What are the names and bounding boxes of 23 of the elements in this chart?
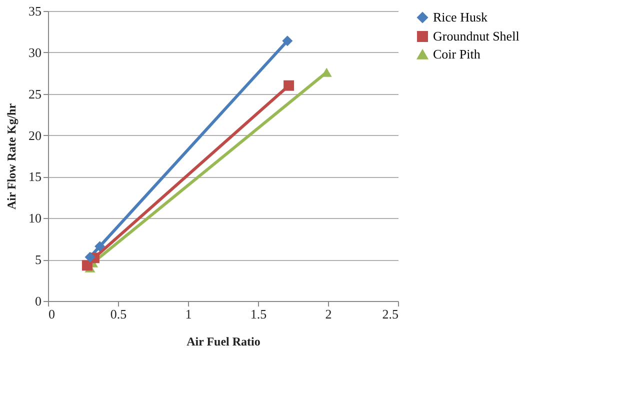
y-tick-label: 10: [28, 210, 42, 226]
y-tick-label: 5: [35, 252, 42, 268]
x-tick-label: 2: [325, 306, 332, 322]
point: [284, 80, 294, 91]
x-tick-label: 2.5: [382, 306, 398, 322]
x-tick-label: 1.5: [250, 306, 267, 322]
y-tick-label: 30: [28, 44, 42, 60]
x-axis-title: Air Fuel Ratio: [186, 334, 260, 348]
point: [94, 241, 106, 252]
legend-label: Groundnut Shell: [433, 28, 520, 44]
x-tick-label: 1: [185, 306, 192, 322]
y-tick-label: 25: [28, 86, 42, 102]
x-tick-label: 0.5: [110, 306, 127, 322]
y-axis-title: Air Flow Rate Kg/hr: [4, 102, 18, 210]
y-tick-label: 20: [28, 128, 42, 143]
legend-label: Rice Husk: [433, 10, 488, 24]
x-tick-label: 0: [48, 306, 55, 322]
point: [84, 252, 96, 262]
point: [282, 36, 293, 46]
legend-label: Coir Pith: [433, 46, 481, 62]
y-tick-label: 0: [35, 294, 42, 308]
y-tick-label: 15: [28, 169, 42, 184]
y-tick-label: 35: [28, 4, 42, 18]
